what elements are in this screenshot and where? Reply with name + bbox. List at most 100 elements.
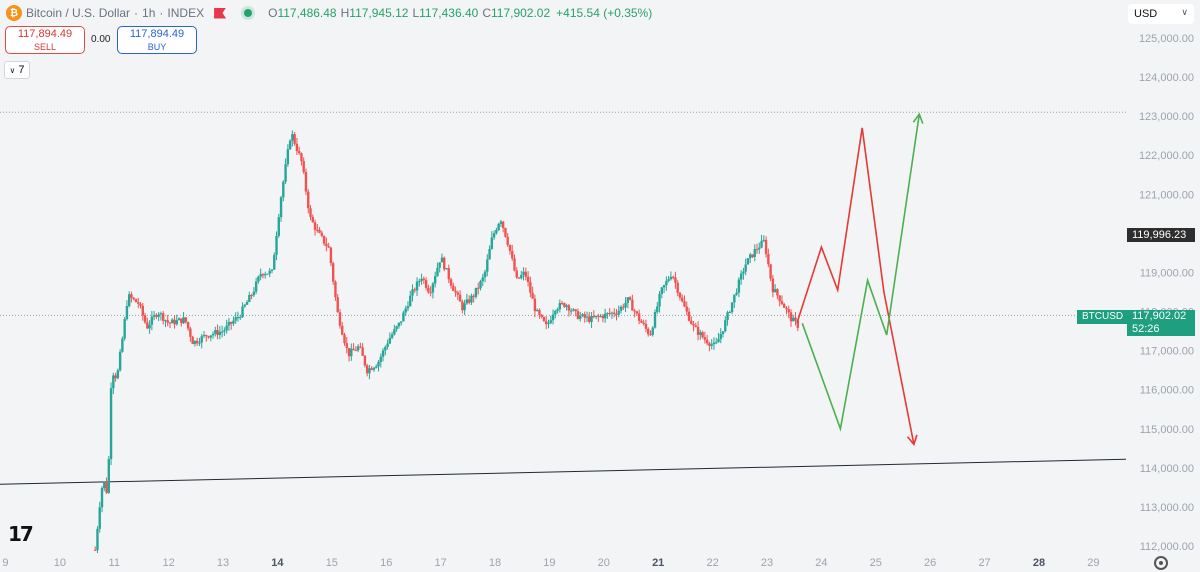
x-tick-label: 26 xyxy=(924,557,936,569)
x-tick-label: 28 xyxy=(1033,557,1045,569)
currency-selector[interactable]: USD ∨ xyxy=(1128,4,1194,24)
candle-body xyxy=(506,236,509,245)
x-tick-label: 24 xyxy=(815,557,827,569)
candle-body xyxy=(268,270,271,274)
candle-body xyxy=(286,149,290,165)
candle-body xyxy=(667,279,670,281)
candle-body xyxy=(665,280,668,286)
candle-body xyxy=(209,335,212,338)
gear-icon[interactable] xyxy=(1154,556,1168,570)
candle-body xyxy=(515,270,518,278)
candle-body xyxy=(538,310,541,315)
sell-label: SELL xyxy=(33,42,57,52)
candle-body xyxy=(123,319,126,339)
chevron-down-icon: ∨ xyxy=(1181,7,1188,17)
candle-body xyxy=(146,322,149,329)
candle-body xyxy=(517,277,521,279)
candle-body xyxy=(690,320,693,324)
candle-body xyxy=(486,259,489,272)
candle-body xyxy=(202,335,206,337)
candle-body xyxy=(642,322,645,324)
flag-icon[interactable] xyxy=(214,7,227,19)
candle-body xyxy=(513,258,516,271)
indicators-toggle[interactable]: ∨ 7 xyxy=(4,61,30,79)
candle-body xyxy=(443,257,446,270)
symbol-name[interactable]: Bitcoin / U.S. Dollar xyxy=(26,6,131,20)
countdown: 52:26 xyxy=(1132,323,1160,335)
candle-body xyxy=(467,299,471,303)
candle-body xyxy=(300,153,303,162)
candle-body xyxy=(758,247,761,250)
symbol-tag: BTCUSD xyxy=(1077,310,1127,324)
candle-body xyxy=(590,315,593,322)
price-axis-area xyxy=(1126,0,1200,572)
candle-body xyxy=(701,332,704,338)
candle-body xyxy=(427,287,430,293)
candle-body xyxy=(792,317,795,322)
candle-body xyxy=(191,336,194,345)
candle-body xyxy=(730,302,734,312)
candle-body xyxy=(796,320,800,328)
candle-body xyxy=(773,289,777,293)
candle-body xyxy=(352,348,355,351)
candle-body xyxy=(311,216,314,223)
candle-body xyxy=(683,301,686,307)
open-key: O xyxy=(268,6,278,20)
candle-body xyxy=(671,276,675,278)
exchange-label: INDEX xyxy=(167,6,205,20)
candle-body xyxy=(533,298,537,312)
tradingview-logo[interactable]: 17 xyxy=(8,522,34,546)
candle-body xyxy=(751,254,754,258)
candle-body xyxy=(651,327,654,335)
candle-body xyxy=(397,322,401,327)
candle-body xyxy=(501,221,505,228)
candle-body xyxy=(608,313,611,315)
candle-body xyxy=(193,340,197,345)
candle-body xyxy=(631,299,634,311)
candle-body xyxy=(447,268,450,280)
candle-body xyxy=(331,263,335,282)
interval-label[interactable]: 1h xyxy=(142,6,156,20)
candle-body xyxy=(628,297,632,300)
y-tick-label: 125,000.00 xyxy=(1139,33,1194,45)
candle-body xyxy=(495,229,498,234)
candle-body xyxy=(200,336,203,343)
candle-body xyxy=(381,350,385,357)
candle-body xyxy=(794,317,797,321)
candle-body xyxy=(341,325,344,335)
chevron-down-icon: ∨ xyxy=(9,65,16,75)
low-value: 117,436.40 xyxy=(419,6,479,20)
candle-body xyxy=(692,323,695,326)
candle-body xyxy=(420,278,423,282)
candle-body xyxy=(141,305,144,316)
candle-body xyxy=(531,292,534,299)
candle-body xyxy=(402,312,405,322)
candle-body xyxy=(232,320,235,324)
candle-body xyxy=(511,250,514,259)
candle-body xyxy=(316,229,319,231)
candle-body xyxy=(481,277,484,282)
candle-body xyxy=(436,267,439,277)
candle-body xyxy=(356,346,360,351)
candle-body xyxy=(658,293,661,307)
candle-body xyxy=(345,343,348,348)
candle-body xyxy=(100,488,104,508)
candle-body xyxy=(771,278,775,293)
buy-button[interactable]: 117,894.49 BUY xyxy=(117,26,197,54)
candle-body xyxy=(375,366,378,368)
candle-body xyxy=(266,273,269,275)
candle-body xyxy=(585,316,589,318)
candle-body xyxy=(746,258,750,265)
close-key: C xyxy=(482,6,491,20)
candle-body xyxy=(116,370,120,379)
candle-body xyxy=(569,310,573,312)
x-tick-label: 22 xyxy=(706,557,718,569)
y-tick-label: 122,000.00 xyxy=(1139,150,1194,162)
candle-body xyxy=(637,313,641,321)
candle-body xyxy=(411,289,414,296)
candle-body xyxy=(359,346,362,348)
candle-body xyxy=(522,271,525,275)
candle-body xyxy=(674,277,677,283)
sell-button[interactable]: 117,894.49 SELL xyxy=(5,26,85,54)
